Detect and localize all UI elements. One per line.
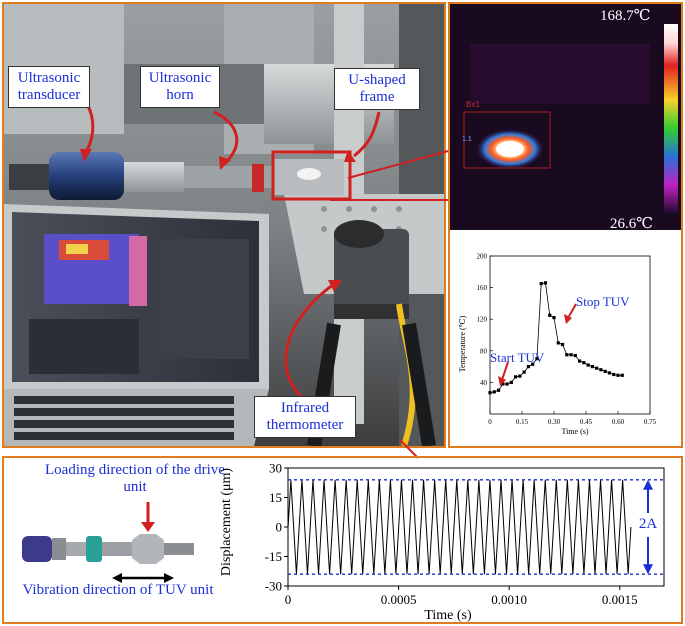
temp-point	[607, 371, 612, 375]
temp-point	[522, 370, 526, 374]
disp-y-tick-label: -30	[265, 579, 282, 594]
temp-point	[599, 368, 603, 372]
label-horn: Ultrasonic horn	[140, 66, 220, 108]
loading-direction-label: Loading direction of the drive unit	[45, 462, 225, 495]
disp-series-line	[287, 479, 632, 575]
temp-point	[488, 391, 492, 395]
thermal-image	[450, 4, 681, 230]
temp-point	[556, 341, 560, 345]
temp-point	[496, 388, 501, 392]
disp-y-tick-label: 15	[269, 490, 282, 505]
temp-point	[526, 365, 530, 369]
temp-point	[501, 382, 505, 386]
disp-x-tick-label: 0.0015	[602, 592, 638, 607]
disp-y-tick-label: -15	[265, 549, 282, 564]
label-transducer: Ultrasonic transducer	[8, 66, 90, 108]
temp-y-tick-label: 160	[477, 284, 488, 292]
disp-x-tick-label: 0	[285, 592, 292, 607]
temp-point	[514, 375, 518, 379]
temp-point	[492, 390, 496, 394]
temp-annot-start: Start TUV	[490, 350, 545, 365]
temp-point	[603, 369, 607, 373]
disp-xlabel: Time (s)	[424, 608, 472, 622]
disp-y-tick-label: 30	[269, 461, 282, 476]
amplitude-arrowhead-up	[643, 479, 653, 490]
tuv-unit-drawing	[22, 502, 194, 583]
temp-point	[505, 382, 509, 386]
temp-point	[612, 372, 616, 377]
thermal-max-label: 168.7℃	[600, 8, 651, 24]
temp-point	[543, 281, 548, 285]
disp-ylabel: Displacement (μm)	[219, 468, 234, 577]
photo-panel-frame: Ultrasonic transducer Ultrasonic horn U-…	[2, 2, 446, 448]
thermal-marker-label: 1.1	[462, 136, 472, 143]
temp-ylabel: Temperature (℃)	[458, 315, 467, 372]
temp-point	[531, 362, 535, 366]
temp-point	[548, 313, 552, 317]
temp-point	[586, 363, 590, 367]
temp-x-tick-label: 0.60	[612, 418, 625, 426]
disp-x-tick-label: 0.0005	[381, 592, 417, 607]
label-frame: U-shaped frame	[334, 68, 420, 110]
amplitude-label: 2A	[639, 516, 658, 532]
temp-point	[573, 353, 577, 358]
temp-x-tick-label: 0.45	[580, 418, 593, 426]
temp-y-tick-label: 80	[480, 347, 488, 355]
thermal-panel-frame: 168.7℃ 26.6℃ Bx1 1.1 Temperature (℃) Tim…	[448, 2, 683, 448]
temp-point	[590, 365, 594, 369]
temp-point	[620, 373, 624, 377]
thermal-box-label: Bx1	[466, 100, 480, 109]
temp-xlabel: Time (s)	[561, 427, 588, 436]
temp-point	[535, 357, 539, 361]
temp-point	[560, 342, 565, 347]
temp-point	[582, 361, 586, 365]
temp-point	[539, 282, 543, 286]
temp-x-tick-label: 0.15	[516, 418, 529, 426]
temp-x-tick-label: 0	[488, 418, 492, 426]
label-thermometer: Infrared thermometer	[254, 396, 356, 438]
temperature-chart: Temperature (℃) Time (s) 0 0.15 0.30 0.45 0.…	[458, 253, 657, 437]
temp-y-tick-label: 120	[477, 316, 488, 324]
displacement-chart: Displacement (μm) Time (s) 0 0.0005 0.0010…	[219, 461, 665, 622]
vibration-direction-label: Vibration direction of TUV unit	[22, 582, 214, 598]
temp-point	[569, 353, 573, 357]
disp-y-tick-label: 0	[276, 520, 283, 535]
temp-annot-stop: Stop TUV	[576, 294, 630, 309]
vibration-panel-frame: Loading direction of the drive unit Vibr…	[2, 456, 683, 624]
temp-point	[552, 316, 556, 320]
amplitude-arrowhead-down	[643, 564, 653, 575]
temp-x-tick-label: 0.30	[548, 418, 561, 426]
temp-x-tick-label: 0.75	[644, 418, 657, 426]
disp-x-tick-label: 0.0010	[491, 592, 527, 607]
temp-point	[616, 373, 620, 377]
temp-y-tick-label: 40	[480, 379, 488, 387]
thermal-min-label: 26.6℃	[610, 216, 654, 232]
temp-plot-frame	[489, 255, 651, 415]
temp-point	[565, 353, 569, 357]
temp-y-tick-label: 200	[477, 253, 488, 261]
temp-point	[509, 380, 513, 384]
arrow-thermometer	[284, 282, 335, 401]
arrow-horn	[213, 110, 239, 164]
temp-point	[595, 366, 599, 370]
temp-point	[578, 359, 582, 363]
temp-point	[518, 374, 522, 378]
